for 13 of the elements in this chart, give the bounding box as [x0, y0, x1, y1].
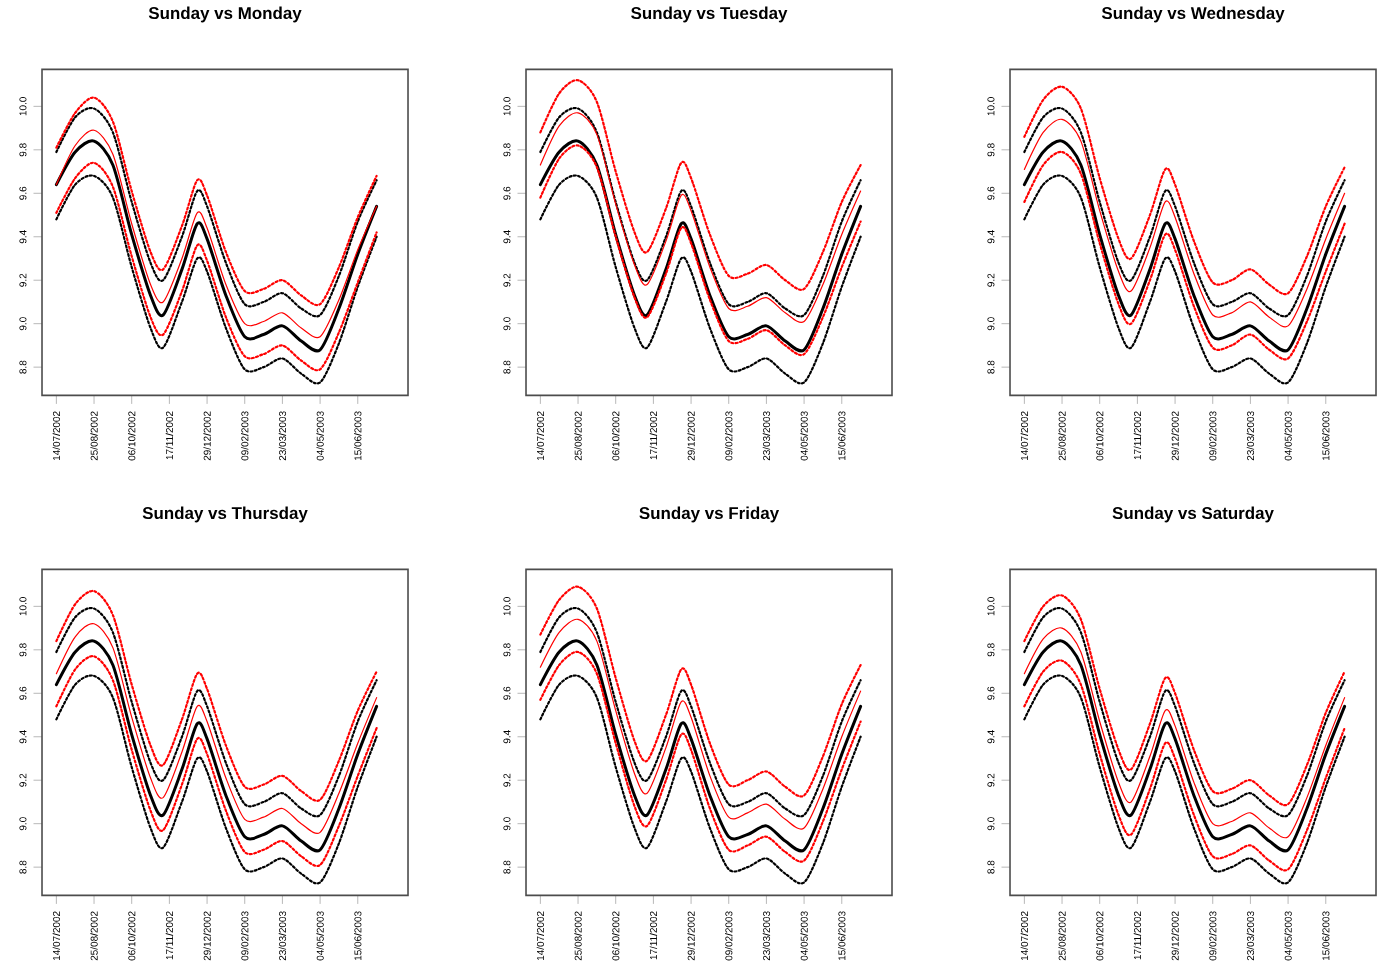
chart-title: Sunday vs Tuesday: [631, 6, 788, 23]
chart-title: Sunday vs Wednesday: [1101, 6, 1285, 23]
line-series: [539, 79, 862, 292]
chart-title: Sunday vs Monday: [148, 6, 302, 23]
chart-title: Sunday vs Saturday: [1112, 506, 1274, 523]
line-series: [1023, 85, 1346, 296]
line-series: [55, 674, 378, 885]
chart-title: Sunday vs Friday: [639, 506, 780, 523]
line-series: [539, 674, 862, 885]
chart-title: Sunday vs Thursday: [142, 506, 308, 523]
line-series: [539, 585, 862, 797]
line-series: [539, 174, 862, 385]
line-series: [1023, 174, 1346, 385]
